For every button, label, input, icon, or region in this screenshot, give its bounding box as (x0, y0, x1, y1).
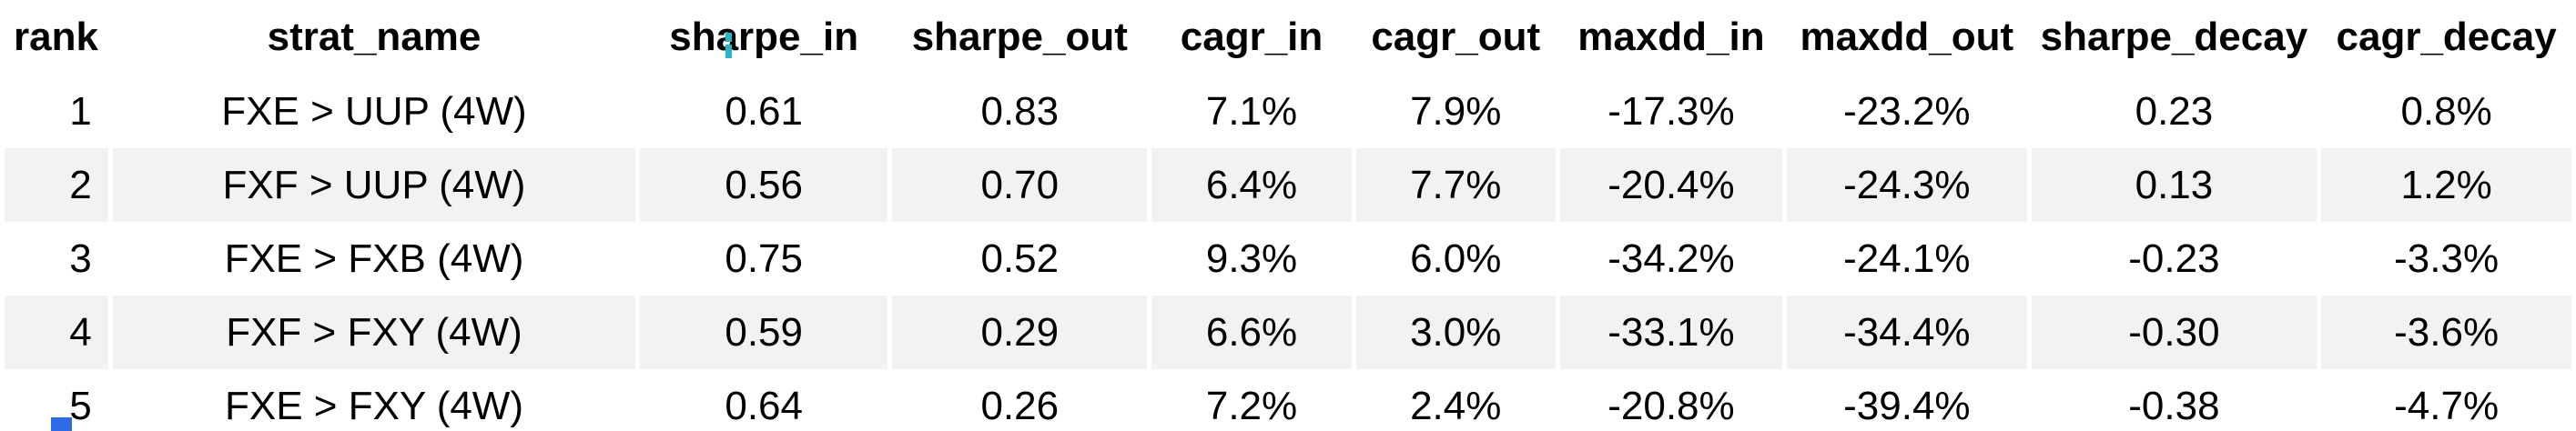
cell-rank: 5 (69, 383, 92, 428)
cell-cagr_decay: 1.2% (2321, 148, 2571, 222)
cell-cagr_in: 7.1% (1205, 88, 1298, 134)
cell-maxdd_out: -23.2% (1843, 88, 1971, 134)
cell-rank: 1 (69, 88, 92, 134)
cell-maxdd_out: -34.4% (1787, 296, 2027, 369)
table-row: 2 FXF > UUP (4W) 0.56 0.70 6.4% 7.7% -20.4% -24… (5, 148, 2571, 222)
cell-sharpe_out: 0.29 (892, 296, 1148, 369)
table-row: 1 FXE > UUP (4W) 0.61 0.83 7.1% 7.9% -17.3% -23… (5, 75, 2571, 148)
cell-sharpe_in: 0.64 (725, 383, 803, 428)
table-row: 3 FXE > FXB (4W) 0.75 0.52 9.3% 6.0% -34.2% -24… (5, 222, 2571, 296)
text-cursor-icon (725, 33, 732, 58)
cell-maxdd_in: -33.1% (1559, 296, 1783, 369)
cell-cagr_out: 7.7% (1355, 148, 1556, 222)
cell-strat_name: FXF > FXY (4W) (112, 296, 636, 369)
header-row: rank strat_name sharpe_in sharpe_out cagr_in… (5, 0, 2571, 75)
cell-cagr_in: 6.6% (1151, 296, 1352, 369)
cell-cagr_out: 3.0% (1355, 296, 1556, 369)
cell-sharpe_in: 0.75 (725, 236, 803, 281)
table-row: 4 FXF > FXY (4W) 0.59 0.29 6.6% 3.0% -33.1% -34… (5, 296, 2571, 369)
cell-cagr_out: 2.4% (1410, 383, 1502, 428)
cell-cagr_in: 7.2% (1205, 383, 1298, 428)
cell-rank: 2 (5, 148, 108, 222)
column-header-sharpe_decay: sharpe_decay (2040, 15, 2308, 59)
cell-cagr_in: 9.3% (1205, 236, 1298, 281)
column-header-cagr_out: cagr_out (1371, 15, 1541, 59)
cell-sharpe_decay: 0.23 (2135, 88, 2214, 134)
cell-sharpe_decay: -0.23 (2128, 236, 2220, 281)
text-cursor-segment (725, 33, 732, 42)
cell-strat_name: FXE > FXB (4W) (224, 236, 524, 281)
table-body: 1 FXE > UUP (4W) 0.61 0.83 7.1% 7.9% -17.3% -23… (5, 75, 2571, 431)
table-row: 5 FXE > FXY (4W) 0.64 0.26 7.2% 2.4% -20.8% -39… (5, 369, 2571, 431)
column-header-sharpe_out: sharpe_out (911, 15, 1128, 59)
cell-sharpe_out: 0.52 (980, 236, 1060, 281)
text-cursor-segment (725, 45, 732, 58)
cell-cagr_out: 6.0% (1410, 236, 1502, 281)
selection-fragment-icon (51, 417, 72, 431)
cell-sharpe_in: 0.61 (725, 88, 803, 134)
cell-sharpe_out: 0.26 (980, 383, 1060, 428)
column-header-sharpe_in: sharpe_in (669, 15, 859, 59)
cell-cagr_decay: 0.8% (2400, 88, 2492, 134)
cell-cagr_decay: -3.6% (2321, 296, 2571, 369)
cell-maxdd_out: -24.1% (1843, 236, 1971, 281)
cell-sharpe_in: 0.56 (640, 148, 888, 222)
cell-sharpe_decay: -0.30 (2031, 296, 2317, 369)
cell-sharpe_out: 0.83 (980, 88, 1060, 134)
cell-sharpe_decay: -0.38 (2128, 383, 2220, 428)
cell-maxdd_out: -24.3% (1787, 148, 2027, 222)
column-header-cagr_decay: cagr_decay (2336, 15, 2557, 59)
cell-maxdd_in: -34.2% (1607, 236, 1735, 281)
cell-rank: 3 (69, 236, 92, 281)
column-header-strat_name: strat_name (267, 15, 482, 59)
cell-cagr_in: 6.4% (1151, 148, 1352, 222)
cell-strat_name: FXE > FXY (4W) (224, 383, 523, 428)
column-header-cagr_in: cagr_in (1180, 15, 1323, 59)
cell-strat_name: FXE > UUP (4W) (221, 88, 527, 134)
cell-maxdd_in: -20.8% (1607, 383, 1735, 428)
cell-cagr_decay: -4.7% (2394, 383, 2500, 428)
cell-sharpe_in: 0.59 (640, 296, 888, 369)
cell-sharpe_decay: 0.13 (2031, 148, 2317, 222)
cell-maxdd_out: -39.4% (1843, 383, 1971, 428)
column-header-maxdd_in: maxdd_in (1577, 15, 1765, 59)
cell-sharpe_out: 0.70 (892, 148, 1148, 222)
cell-cagr_decay: -3.3% (2394, 236, 2500, 281)
cell-cagr_out: 7.9% (1410, 88, 1502, 134)
cell-maxdd_in: -17.3% (1607, 88, 1735, 134)
cell-maxdd_in: -20.4% (1559, 148, 1783, 222)
cell-rank: 4 (5, 296, 108, 369)
cell-strat_name: FXF > UUP (4W) (112, 148, 636, 222)
column-header-maxdd_out: maxdd_out (1800, 15, 2014, 59)
column-header-rank: rank (14, 15, 98, 59)
